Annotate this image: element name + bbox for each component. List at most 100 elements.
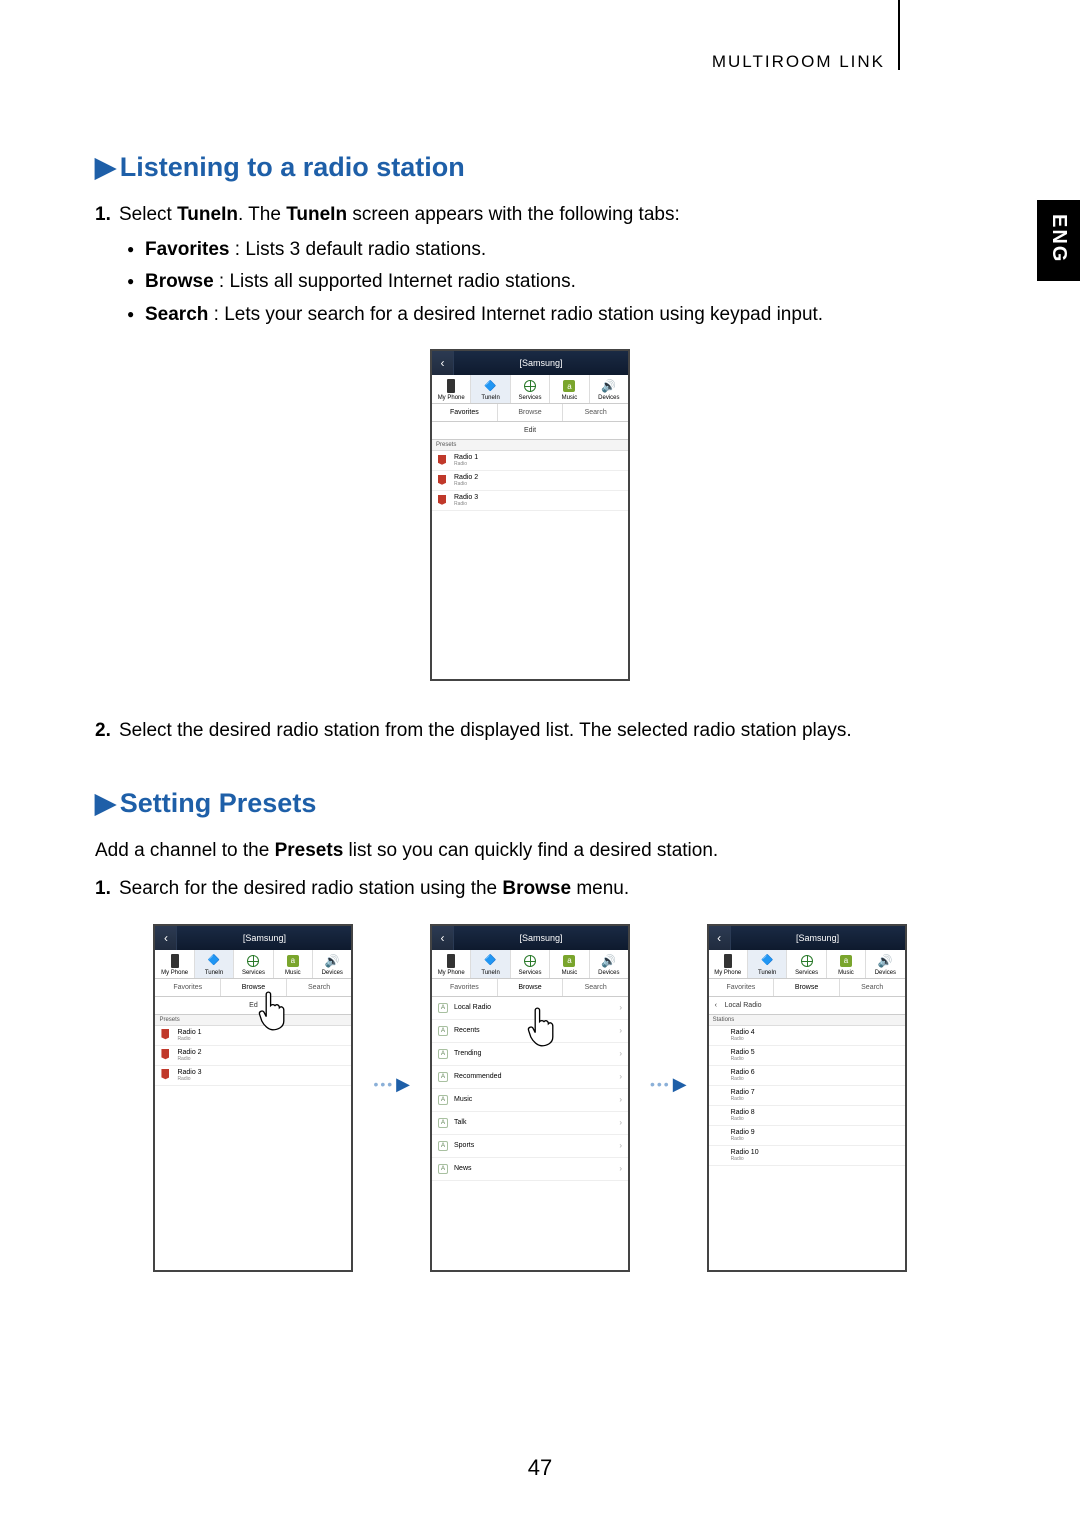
nav-tunein[interactable]: 🔷TuneIn xyxy=(471,375,510,403)
radio-row[interactable]: Radio 2Radio xyxy=(155,1046,351,1066)
chevron-right-icon: › xyxy=(619,1026,622,1035)
tab-search[interactable]: Search xyxy=(563,404,628,421)
chevron-right-icon: › xyxy=(619,1118,622,1127)
section-title-listening: ▶Listening to a radio station xyxy=(95,152,965,183)
nav-services[interactable]: Services xyxy=(511,375,550,403)
back-local-radio[interactable]: ‹Local Radio xyxy=(709,997,905,1015)
music-icon: a xyxy=(563,955,575,967)
nav-myphone[interactable]: My Phone xyxy=(709,950,748,978)
page-content: ▶Listening to a radio station 1. Select … xyxy=(95,152,965,1272)
nav-music[interactable]: aMusic xyxy=(550,375,589,403)
tab-browse[interactable]: Browse xyxy=(498,979,564,996)
browse-row[interactable]: ARecents› xyxy=(432,1020,628,1043)
radio-row[interactable]: Radio 3Radio xyxy=(432,491,628,511)
bullet-search: Search : Lets your search for a desired … xyxy=(119,301,965,330)
nav-devices[interactable]: 🔊Devices xyxy=(313,950,351,978)
globe-icon xyxy=(524,380,536,392)
nav-tunein[interactable]: 🔷TuneIn xyxy=(471,950,510,978)
flag-icon xyxy=(161,1029,169,1041)
nav-music[interactable]: aMusic xyxy=(550,950,589,978)
antenna-icon: A xyxy=(438,1095,448,1105)
back-icon[interactable]: ‹ xyxy=(709,926,731,950)
flag-icon xyxy=(438,455,446,467)
radio-row[interactable]: Radio 7Radio xyxy=(709,1086,905,1106)
radio-row[interactable]: Radio 1Radio xyxy=(155,1026,351,1046)
phone-icon xyxy=(724,954,732,968)
tab-favorites[interactable]: Favorites xyxy=(155,979,221,996)
nav-devices[interactable]: 🔊Devices xyxy=(590,375,628,403)
radio-row[interactable]: Radio 10Radio xyxy=(709,1146,905,1166)
triangle-icon: ▶ xyxy=(95,788,116,819)
nav-services[interactable]: Services xyxy=(234,950,273,978)
radio-row[interactable]: Radio 2Radio xyxy=(432,471,628,491)
tab-search[interactable]: Search xyxy=(563,979,628,996)
browse-row[interactable]: ALocal Radio› xyxy=(432,997,628,1020)
music-icon: a xyxy=(287,955,299,967)
nav-devices[interactable]: 🔊Devices xyxy=(590,950,628,978)
globe-icon xyxy=(801,955,813,967)
nav-services[interactable]: Services xyxy=(511,950,550,978)
radio-row[interactable]: Radio 5Radio xyxy=(709,1046,905,1066)
phone-title: [Samsung] xyxy=(454,358,628,368)
radio-row[interactable]: Radio 1Radio xyxy=(432,451,628,471)
edit-button[interactable]: Edit xyxy=(432,422,628,440)
back-icon[interactable]: ‹ xyxy=(432,351,454,375)
header-section: MULTIROOM LINK xyxy=(712,52,885,72)
nav-services[interactable]: Services xyxy=(787,950,826,978)
nav-myphone[interactable]: My Phone xyxy=(432,950,471,978)
devices-icon: 🔊 xyxy=(326,955,338,967)
flag-icon xyxy=(438,475,446,487)
music-icon: a xyxy=(563,380,575,392)
phone-icon xyxy=(447,954,455,968)
radio-row[interactable]: Radio 8Radio xyxy=(709,1106,905,1126)
nav-music[interactable]: aMusic xyxy=(827,950,866,978)
screenshot-browse-categories: ‹ [Samsung] My Phone 🔷TuneIn Services aM… xyxy=(430,924,630,1272)
nav-music[interactable]: aMusic xyxy=(274,950,313,978)
bullet-favorites: Favorites : Lists 3 default radio statio… xyxy=(119,236,965,265)
browse-row[interactable]: ANews› xyxy=(432,1158,628,1181)
browse-row[interactable]: ASports› xyxy=(432,1135,628,1158)
edit-button[interactable]: Ed xyxy=(155,997,351,1015)
nav-devices[interactable]: 🔊Devices xyxy=(866,950,904,978)
header-divider xyxy=(898,0,900,70)
tab-search[interactable]: Search xyxy=(287,979,352,996)
antenna-icon: A xyxy=(438,1141,448,1151)
devices-icon: 🔊 xyxy=(603,955,615,967)
tab-favorites[interactable]: Favorites xyxy=(709,979,775,996)
back-icon[interactable]: ‹ xyxy=(155,926,177,950)
nav-row: My Phone 🔷TuneIn Services aMusic 🔊Device… xyxy=(432,375,628,404)
tunein-icon: 🔷 xyxy=(485,955,497,967)
antenna-icon: A xyxy=(438,1072,448,1082)
presets-label: Presets xyxy=(432,440,628,451)
screenshot-browse-start: ‹ [Samsung] My Phone 🔷TuneIn Services aM… xyxy=(153,924,353,1272)
phone-icon xyxy=(171,954,179,968)
browse-row[interactable]: ARecommended› xyxy=(432,1066,628,1089)
tab-browse[interactable]: Browse xyxy=(221,979,287,996)
triangle-icon: ▶ xyxy=(95,152,116,183)
nav-myphone[interactable]: My Phone xyxy=(155,950,194,978)
bullet-browse: Browse : Lists all supported Internet ra… xyxy=(119,268,965,297)
browse-row[interactable]: AMusic› xyxy=(432,1089,628,1112)
tab-browse[interactable]: Browse xyxy=(498,404,564,421)
devices-icon: 🔊 xyxy=(879,955,891,967)
tab-search[interactable]: Search xyxy=(840,979,905,996)
browse-row[interactable]: ATalk› xyxy=(432,1112,628,1135)
globe-icon xyxy=(524,955,536,967)
tab-browse[interactable]: Browse xyxy=(774,979,840,996)
back-icon[interactable]: ‹ xyxy=(432,926,454,950)
nav-tunein[interactable]: 🔷TuneIn xyxy=(195,950,234,978)
language-tab: ENG xyxy=(1037,200,1080,281)
antenna-icon: A xyxy=(438,1118,448,1128)
nav-tunein[interactable]: 🔷TuneIn xyxy=(748,950,787,978)
globe-icon xyxy=(247,955,259,967)
nav-myphone[interactable]: My Phone xyxy=(432,375,471,403)
radio-row[interactable]: Radio 9Radio xyxy=(709,1126,905,1146)
section-title-presets: ▶Setting Presets xyxy=(95,788,965,819)
browse-row[interactable]: ATrending› xyxy=(432,1043,628,1066)
tab-favorites[interactable]: Favorites xyxy=(432,979,498,996)
phone-icon xyxy=(447,379,455,393)
radio-row[interactable]: Radio 3Radio xyxy=(155,1066,351,1086)
radio-row[interactable]: Radio 4Radio xyxy=(709,1026,905,1046)
radio-row[interactable]: Radio 6Radio xyxy=(709,1066,905,1086)
tab-favorites[interactable]: Favorites xyxy=(432,404,498,421)
